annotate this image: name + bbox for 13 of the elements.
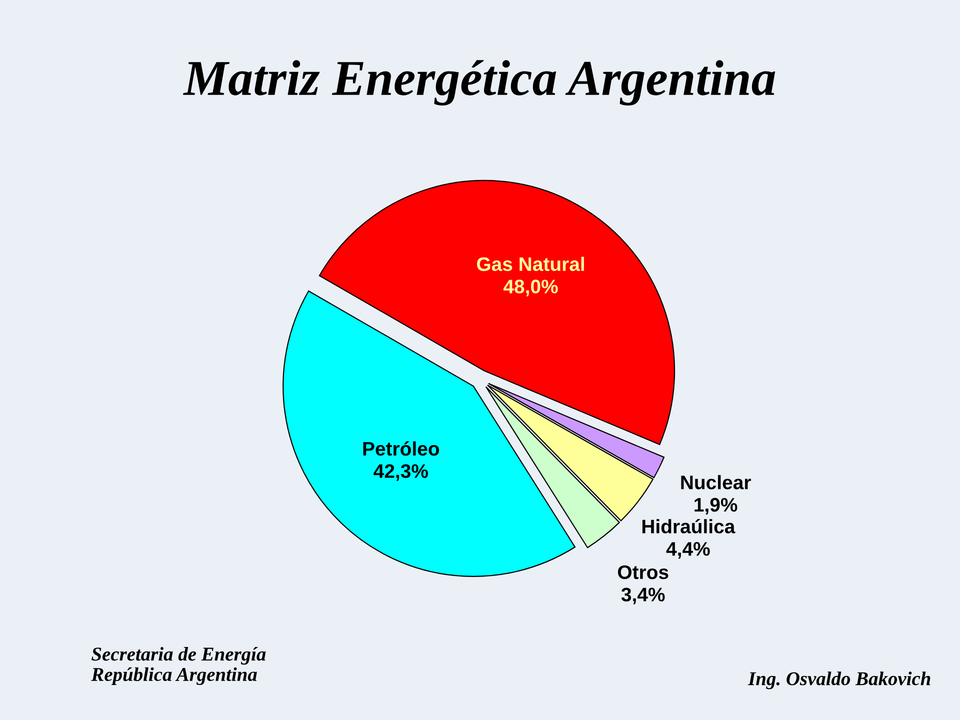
slice-label: Hidraúlica — [642, 518, 736, 534]
slice-label: Petróleo — [363, 441, 440, 456]
slice-label: Nuclear — [681, 475, 751, 490]
slice-label: Otros — [618, 565, 668, 580]
text: Ing. Osvaldo Bakovich — [748, 672, 930, 690]
slice-label: Gas Natural — [476, 256, 584, 272]
data-label: 3,4% — [621, 588, 665, 604]
data-label: 48,0% — [503, 280, 558, 296]
text: Secretaria de Energía República Argentina — [91, 646, 266, 686]
data-label: 1,9% — [694, 498, 738, 515]
data-label: 4,4% — [666, 542, 710, 559]
chart-title: Matriz Energética Argentina — [183, 60, 776, 106]
data-label: 42,3% — [374, 464, 428, 481]
